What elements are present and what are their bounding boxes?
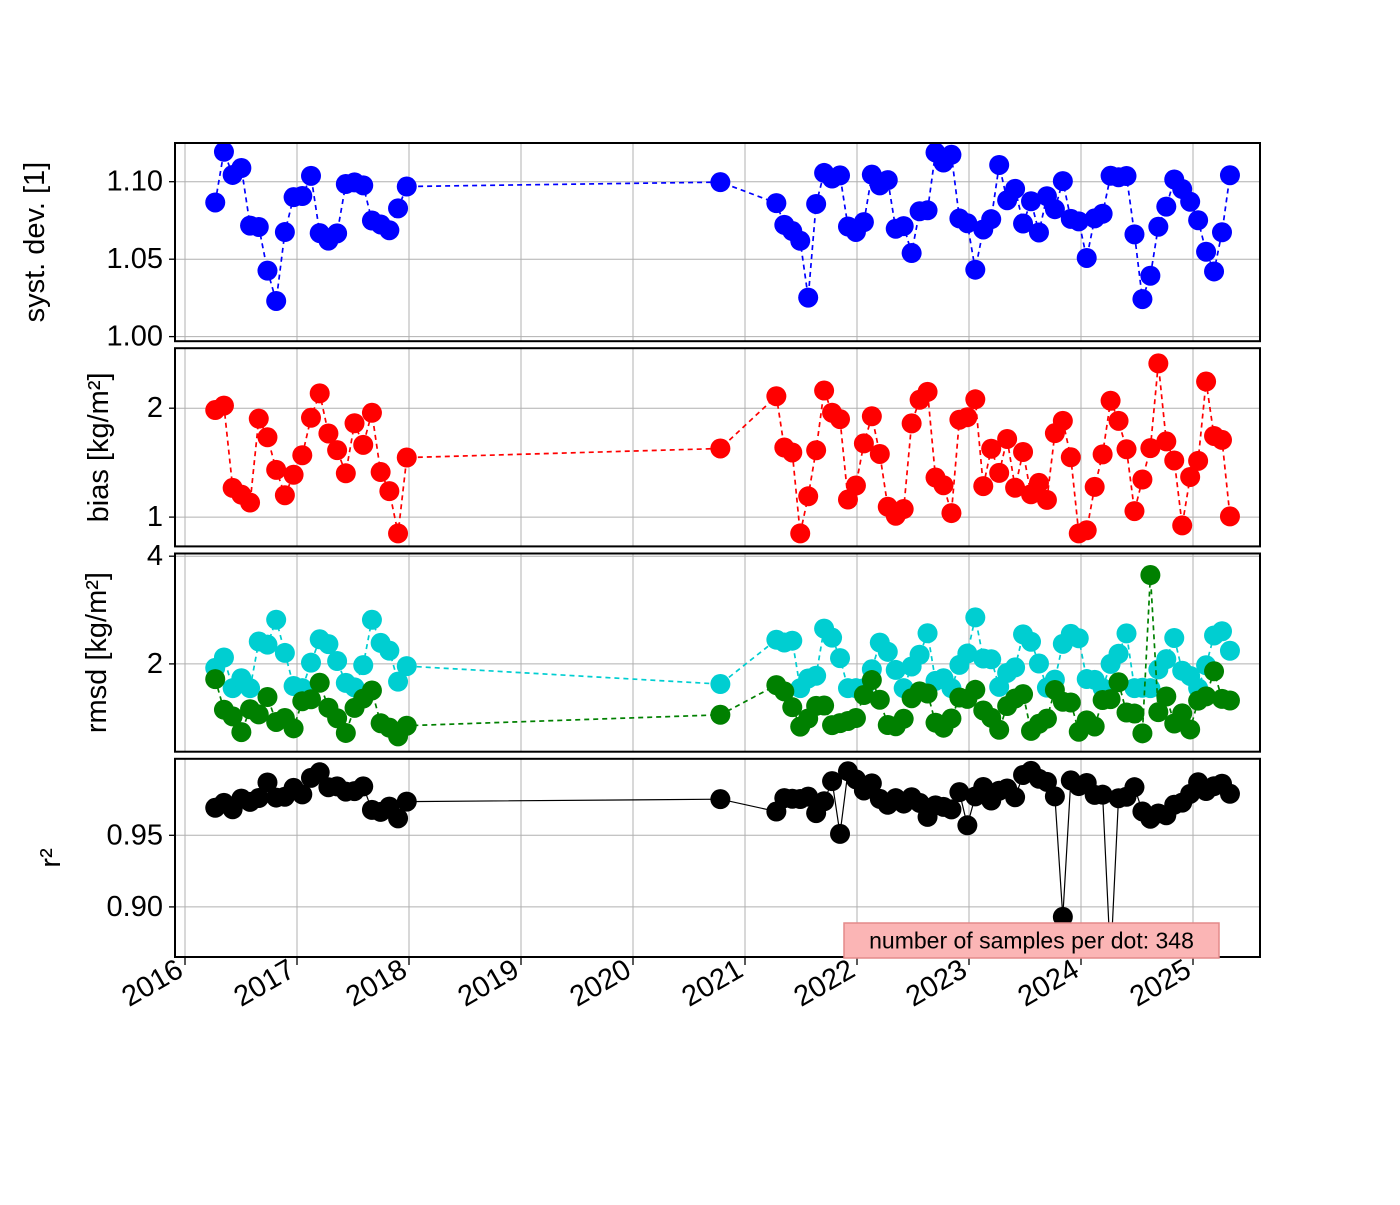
svg-text:2: 2 [147, 392, 163, 424]
svg-text:2: 2 [147, 648, 163, 680]
svg-text:1.00: 1.00 [107, 321, 163, 353]
svg-text:r²: r² [35, 848, 67, 868]
svg-text:rmsd [kg/m²]: rmsd [kg/m²] [81, 572, 113, 733]
svg-text:1: 1 [147, 501, 163, 533]
svg-text:1.10: 1.10 [107, 166, 163, 198]
svg-text:bias [kg/m²]: bias [kg/m²] [83, 372, 115, 522]
svg-text:4: 4 [147, 540, 163, 572]
svg-text:0.95: 0.95 [107, 819, 163, 851]
svg-text:syst. dev. [1]: syst. dev. [1] [19, 162, 51, 323]
svg-text:1.05: 1.05 [107, 243, 163, 275]
svg-text:0.90: 0.90 [107, 891, 163, 923]
svg-text:number of samples per dot: 348: number of samples per dot: 348 [869, 928, 1194, 954]
